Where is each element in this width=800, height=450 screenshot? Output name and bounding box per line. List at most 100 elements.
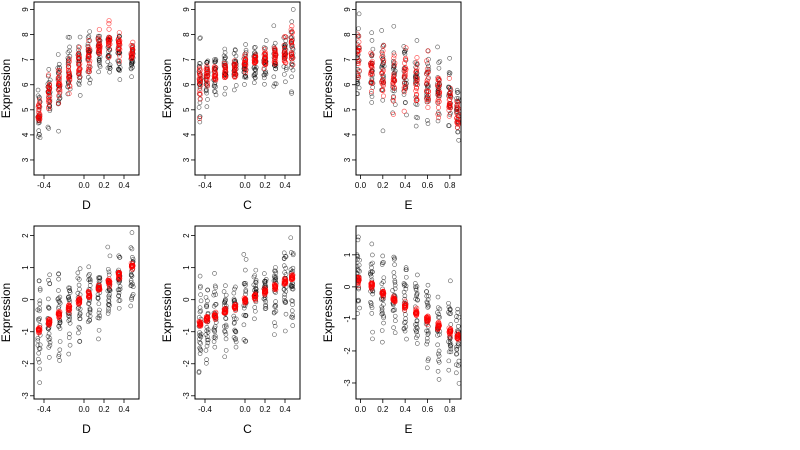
fitted-point <box>414 76 420 82</box>
observed-point <box>205 329 211 335</box>
fitted-point <box>424 80 430 86</box>
observed-point <box>107 69 112 75</box>
fitted-point <box>282 46 288 52</box>
fitted-point <box>205 83 211 89</box>
observed-point <box>380 97 386 103</box>
fitted-point <box>253 54 259 60</box>
plot-frame <box>194 225 301 400</box>
fitted-point <box>271 281 277 287</box>
observed-point <box>391 270 397 275</box>
fitted-point <box>232 74 238 80</box>
fitted-point <box>117 46 123 52</box>
observed-point <box>455 306 461 312</box>
observed-point <box>107 253 113 259</box>
observed-point <box>105 311 111 316</box>
observed-point <box>368 303 374 308</box>
observed-point <box>46 67 52 72</box>
fitted-point <box>66 302 72 308</box>
observed-point <box>446 349 452 355</box>
fitted-point <box>117 58 123 64</box>
observed-point <box>106 306 111 311</box>
observed-point <box>273 276 279 281</box>
fitted-point <box>222 72 228 78</box>
observed-point <box>77 34 83 40</box>
observed-point <box>233 339 239 345</box>
fitted-point <box>85 53 91 59</box>
fitted-point <box>196 91 202 97</box>
observed-point <box>46 345 52 350</box>
fitted-point <box>86 291 92 297</box>
observed-point <box>273 265 278 270</box>
observed-point <box>197 351 203 356</box>
observed-point <box>204 360 209 366</box>
observed-point <box>413 123 419 129</box>
observed-point <box>282 328 288 334</box>
fitted-point <box>242 61 248 67</box>
observed-point <box>45 304 51 310</box>
observed-point <box>272 323 278 329</box>
observed-point <box>402 320 407 325</box>
observed-point <box>46 331 52 337</box>
fitted-point <box>130 49 136 55</box>
fitted-point <box>356 33 362 39</box>
observed-point <box>357 257 362 263</box>
fitted-point <box>241 53 247 59</box>
observed-point <box>223 324 229 330</box>
observed-point <box>368 301 374 306</box>
observed-point <box>243 287 249 293</box>
observed-point <box>243 42 248 47</box>
fitted-point <box>76 55 82 61</box>
observed-point <box>56 271 61 277</box>
fitted-point <box>87 58 93 64</box>
fitted-point <box>222 66 228 72</box>
observed-point <box>271 309 277 315</box>
fitted-point <box>447 96 453 102</box>
observed-point <box>47 336 53 341</box>
y-tick-label: -1 <box>182 328 191 336</box>
observed-point <box>243 282 248 288</box>
y-axis-label: Expression <box>0 283 13 342</box>
fitted-point <box>56 314 62 320</box>
observed-point <box>67 53 73 59</box>
fitted-point <box>436 99 442 105</box>
observed-point <box>262 82 267 87</box>
y-tick-label: -2 <box>343 347 352 355</box>
observed-point <box>370 291 375 297</box>
observed-point <box>129 74 134 79</box>
observed-point <box>262 280 268 286</box>
fitted-point <box>86 50 92 56</box>
observed-point <box>447 56 452 61</box>
observed-point <box>87 318 92 323</box>
y-tick-label: 2 <box>21 233 30 238</box>
fitted-point <box>391 73 397 79</box>
observed-point <box>454 314 459 319</box>
observed-point <box>56 296 61 301</box>
observed-point <box>282 270 287 275</box>
x-axis-label: E <box>404 422 412 436</box>
fitted-point <box>204 73 210 79</box>
observed-point <box>45 124 51 130</box>
fitted-point <box>128 54 134 60</box>
observed-point <box>379 308 385 314</box>
x-tick-label: -0.4 <box>198 405 212 414</box>
observed-point <box>425 61 430 66</box>
observed-point <box>223 71 228 77</box>
fitted-point <box>424 317 430 323</box>
observed-point <box>415 333 420 338</box>
fitted-point <box>272 284 278 290</box>
observed-point <box>369 305 375 311</box>
observed-point <box>128 283 134 288</box>
fitted-point <box>66 308 72 314</box>
fitted-point <box>204 316 210 322</box>
observed-point <box>37 298 43 304</box>
x-tick-label: 0.4 <box>400 181 412 190</box>
fitted-point <box>97 46 103 52</box>
panel-6: 0.0 0.2 0.4 0.6 0.8 -3 -2 -1 0 1 E Expression <box>321 225 462 436</box>
observed-point <box>453 351 459 357</box>
observed-point <box>273 302 278 308</box>
fitted-point <box>46 106 52 112</box>
observed-point <box>356 262 362 268</box>
fitted-point <box>251 293 257 299</box>
observed-point <box>205 287 211 293</box>
observed-point <box>204 60 210 65</box>
